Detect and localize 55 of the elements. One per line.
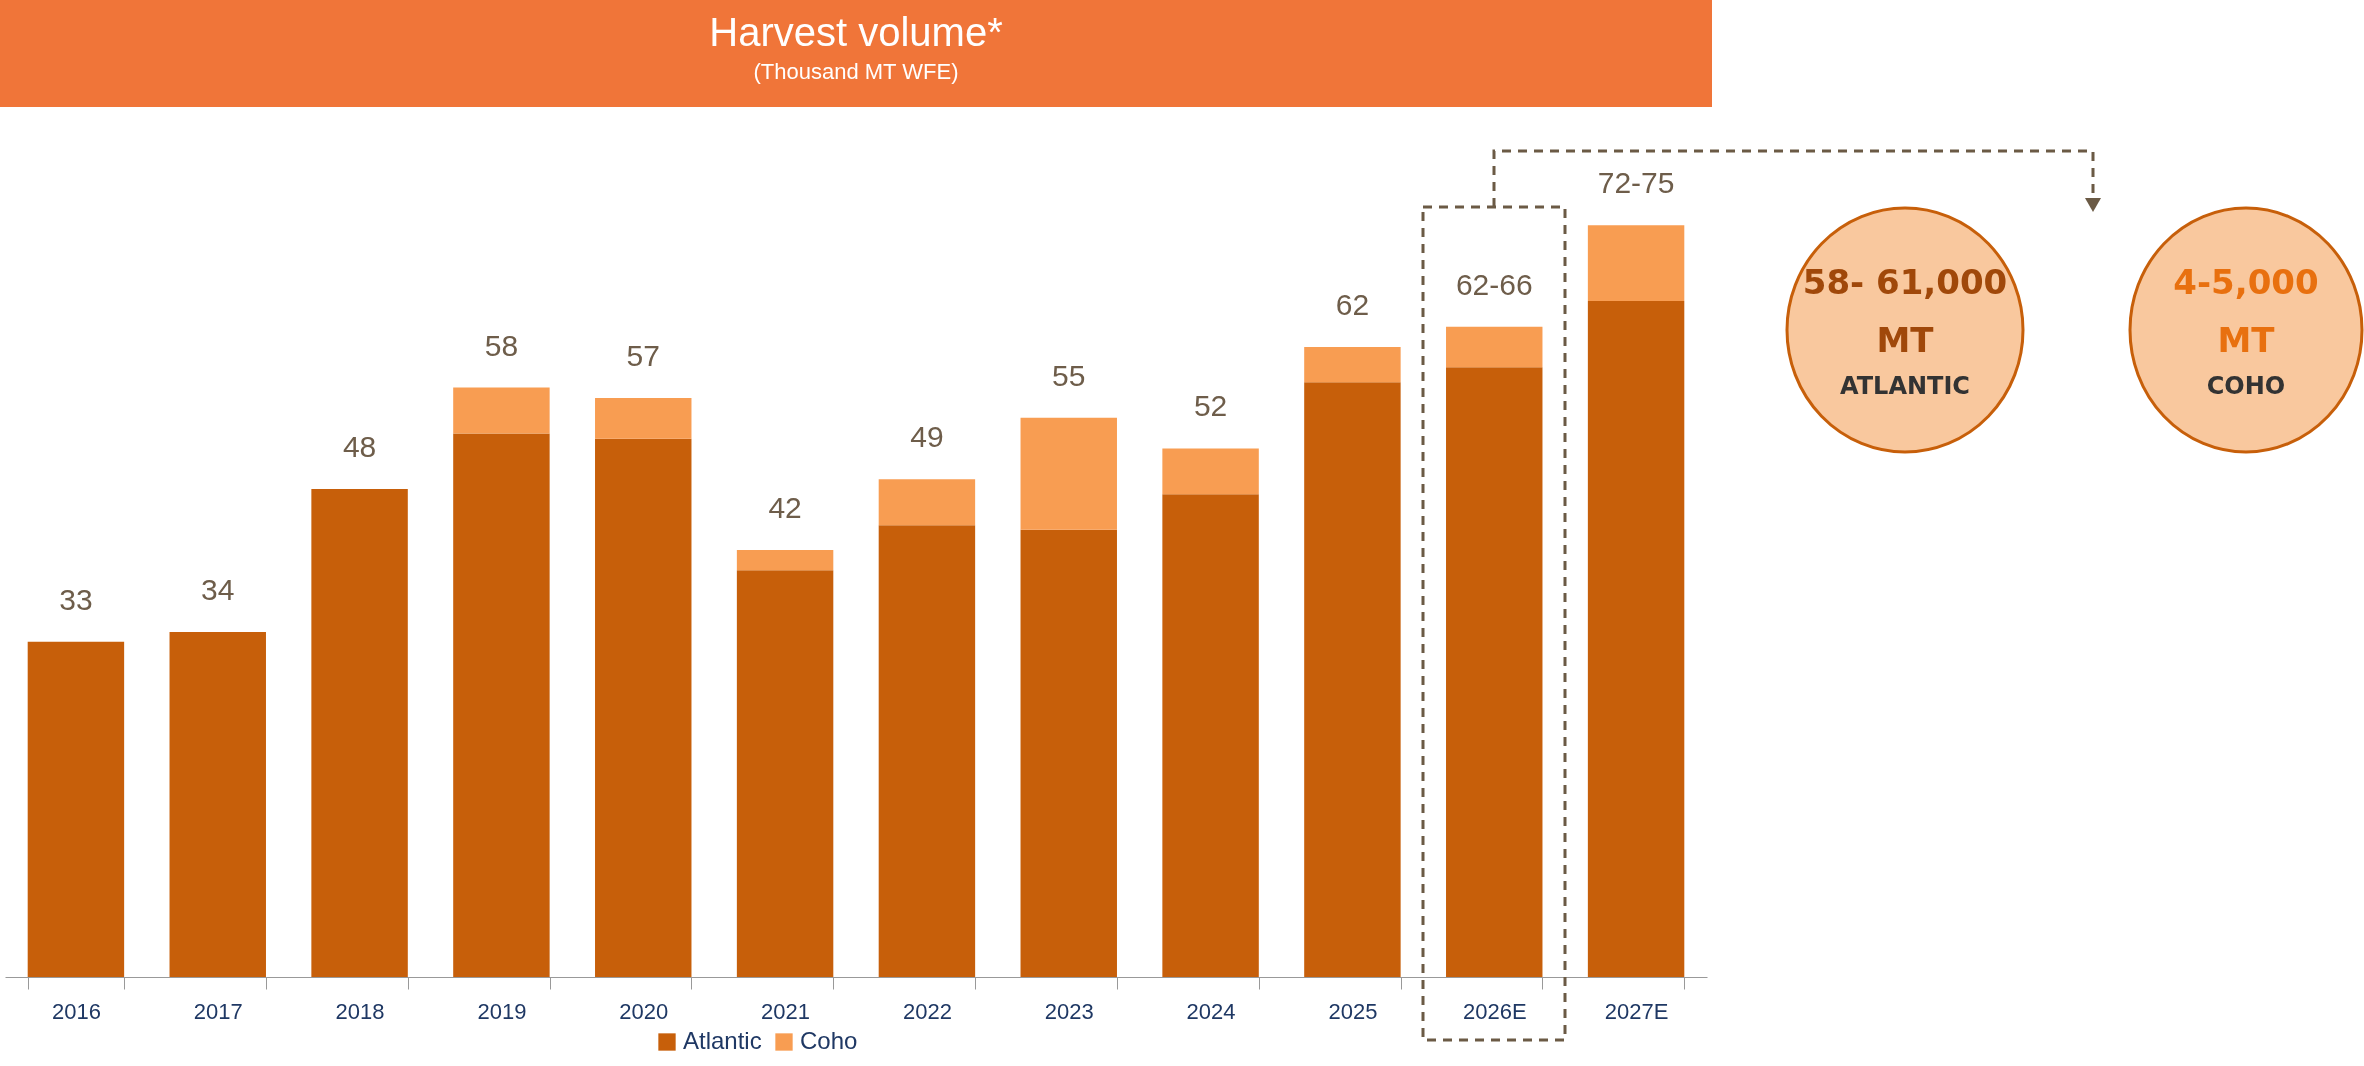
- annotation: 62: [1335, 287, 1370, 321]
- annotation: 49: [910, 420, 944, 454]
- bar: [595, 398, 692, 439]
- bar: [878, 479, 976, 526]
- bar: [1162, 448, 1259, 495]
- x-tick-label: 2025: [1328, 998, 1378, 1024]
- text: 58- 61,000: [1801, 262, 2009, 302]
- chart-title: Harvest volume*: [708, 9, 1004, 55]
- text: ATLANTIC: [1839, 372, 1971, 400]
- annotation: 42: [768, 490, 802, 524]
- bar: [453, 387, 550, 434]
- annotation: 34: [201, 572, 235, 606]
- annotation: 55: [1052, 358, 1086, 392]
- x-tick-label: 2027E: [1604, 998, 1669, 1024]
- bar: [1587, 225, 1685, 302]
- annotation: 72-75: [1597, 166, 1675, 200]
- x-tick-label: 2017: [193, 998, 243, 1024]
- text: MT: [2216, 320, 2276, 360]
- annotation: 62-66: [1455, 267, 1533, 301]
- bar: [1162, 494, 1259, 977]
- bar: [27, 641, 125, 977]
- bar: [1020, 529, 1117, 977]
- bar: [595, 438, 692, 977]
- x-tick-label: 2019: [477, 998, 527, 1024]
- x-tick-label: 2018: [335, 998, 385, 1024]
- x-tick-label: 2026E: [1462, 998, 1527, 1024]
- bar: [1446, 367, 1543, 977]
- chart-subtitle: (Thousand MT WFE): [752, 59, 960, 85]
- x-tick-label: 2016: [51, 998, 101, 1024]
- text: 4-5,000: [2172, 262, 2320, 302]
- bar: [1304, 382, 1401, 977]
- annotation: 52: [1193, 389, 1228, 423]
- bar: [311, 489, 408, 977]
- bar: [169, 631, 266, 977]
- bar: [736, 549, 834, 571]
- x-tick-label: 2020: [619, 998, 669, 1024]
- x-tick-label: 2023: [1044, 998, 1094, 1024]
- legend-label: Atlantic: [683, 1027, 762, 1054]
- bar: [1587, 301, 1685, 977]
- bar: [878, 525, 976, 977]
- annotation: 58: [484, 328, 519, 362]
- x-tick-label: 2022: [902, 998, 952, 1024]
- annotation: 33: [59, 582, 93, 616]
- bar: [1304, 346, 1401, 383]
- x-tick-label: 2021: [761, 998, 811, 1024]
- bar: [453, 433, 550, 977]
- bar: [1446, 326, 1543, 368]
- bar: [1020, 417, 1117, 530]
- legend-label: Coho: [800, 1027, 858, 1054]
- text: MT: [1875, 320, 1935, 360]
- x-tick-label: 2024: [1186, 998, 1236, 1024]
- text: COHO: [2205, 372, 2287, 400]
- annotation: 48: [342, 430, 377, 464]
- bar: [736, 570, 834, 977]
- annotation: 57: [626, 339, 660, 373]
